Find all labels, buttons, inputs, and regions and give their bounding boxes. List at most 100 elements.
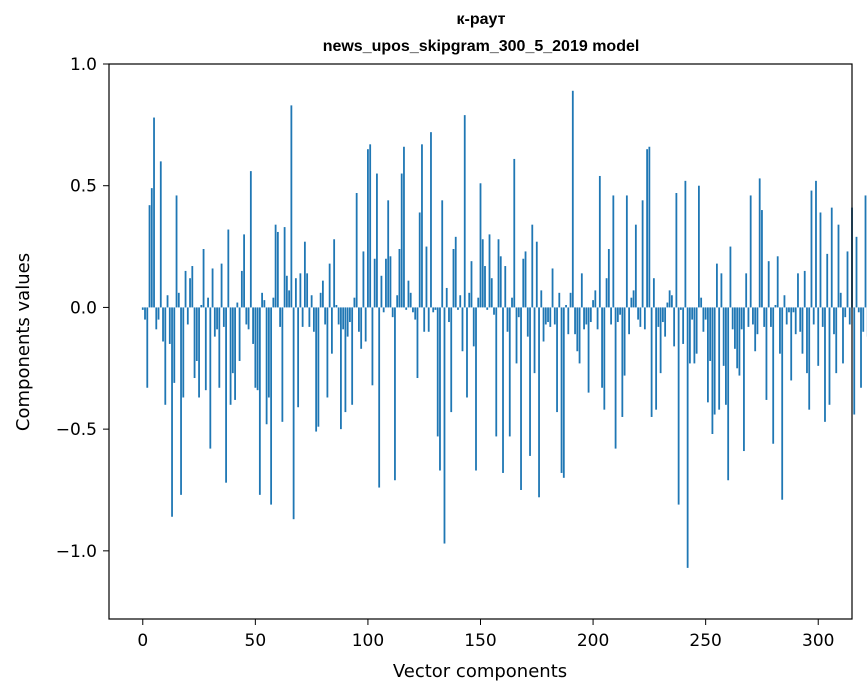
bar-43 [238, 307, 241, 361]
bar-128 [430, 132, 432, 308]
bar-116 [403, 146, 405, 308]
bar-319 [860, 307, 862, 388]
bar-3 [148, 205, 151, 308]
bar-134 [443, 307, 446, 544]
bar-105 [378, 307, 381, 488]
bar-285 [783, 295, 786, 308]
bar-102 [371, 307, 374, 386]
bar-316 [853, 307, 856, 415]
bar-282 [776, 256, 779, 308]
bar-120 [412, 307, 414, 313]
bar-40 [231, 307, 234, 374]
bar-110 [389, 256, 392, 308]
bar-167 [517, 307, 520, 318]
bar-57 [270, 307, 273, 505]
bar-158 [497, 239, 500, 308]
bar-11 [166, 295, 169, 308]
bar-214 [623, 307, 626, 376]
bar-14 [173, 307, 176, 383]
bar-183 [553, 307, 556, 325]
x-tick-label: 250 [689, 631, 721, 651]
bar-313 [846, 251, 849, 308]
bar-16 [177, 292, 180, 308]
bar-78 [317, 307, 320, 427]
chart-title: к-раут news_upos_skipgram_300_5_2019 mod… [323, 11, 640, 55]
bar-242 [686, 307, 689, 568]
bar-130 [434, 307, 437, 310]
bar-124 [421, 144, 423, 308]
bar-240 [682, 307, 685, 344]
y-tick-label: 0.0 [70, 298, 97, 318]
x-tick-label: 100 [352, 631, 384, 651]
bar-222 [641, 200, 644, 308]
bar-185 [558, 292, 561, 308]
bar-101 [369, 144, 372, 308]
bar-287 [788, 307, 790, 313]
bar-61 [279, 307, 282, 327]
bar-91 [346, 307, 349, 337]
bar-119 [409, 292, 412, 308]
bar-34 [218, 307, 221, 388]
bar-88 [340, 307, 342, 430]
bar-279 [770, 307, 772, 327]
bar-305 [828, 307, 831, 405]
bar-191 [571, 90, 574, 308]
bar-131 [436, 307, 439, 437]
bar-138 [452, 249, 455, 308]
bar-220 [637, 307, 640, 320]
bar-153 [486, 307, 489, 310]
bar-137 [450, 307, 453, 413]
bar-208 [610, 307, 612, 325]
bar-186 [560, 307, 563, 473]
bar-113 [396, 295, 399, 308]
bar-53 [261, 292, 263, 308]
plot-frame [108, 63, 853, 620]
bar-295 [806, 307, 808, 374]
bar-51 [256, 307, 259, 391]
bar-200 [592, 300, 594, 308]
bar-181 [549, 307, 552, 327]
bar-156 [493, 307, 495, 315]
x-tick-label: 0 [137, 631, 148, 651]
bar-36 [222, 307, 225, 327]
bar-84 [331, 307, 333, 354]
bar-69 [297, 307, 300, 408]
bar-161 [504, 266, 507, 308]
bar-244 [691, 307, 694, 320]
bar-237 [675, 193, 678, 308]
bar-267 [743, 307, 745, 452]
bar-65 [288, 290, 291, 308]
bar-152 [484, 266, 486, 308]
bar-37 [225, 307, 227, 483]
bar-199 [589, 307, 592, 323]
bar-194 [578, 307, 581, 364]
bar-281 [774, 304, 777, 308]
bar-96 [358, 307, 360, 332]
bar-70 [299, 273, 302, 308]
bar-257 [720, 273, 723, 308]
bar-147 [472, 307, 475, 347]
bar-106 [380, 275, 383, 308]
bar-31 [211, 268, 214, 308]
bar-7 [157, 307, 160, 320]
bar-117 [405, 307, 408, 310]
bar-154 [488, 234, 491, 308]
bar-111 [391, 307, 394, 318]
bar-189 [567, 307, 570, 335]
bar-177 [540, 290, 543, 308]
bar-174 [533, 307, 536, 374]
bar-97 [360, 307, 363, 349]
bar-100 [367, 149, 369, 308]
bar-232 [664, 307, 667, 337]
bar-270 [749, 195, 752, 308]
bar-296 [808, 307, 811, 410]
bar-178 [542, 307, 545, 342]
bar-49 [252, 307, 254, 344]
bar-122 [416, 307, 419, 379]
bar-90 [344, 307, 347, 413]
bar-114 [398, 249, 401, 308]
bar-18 [182, 307, 185, 398]
bar-218 [632, 290, 635, 308]
bar-320 [862, 307, 865, 332]
bar-211 [616, 307, 619, 323]
